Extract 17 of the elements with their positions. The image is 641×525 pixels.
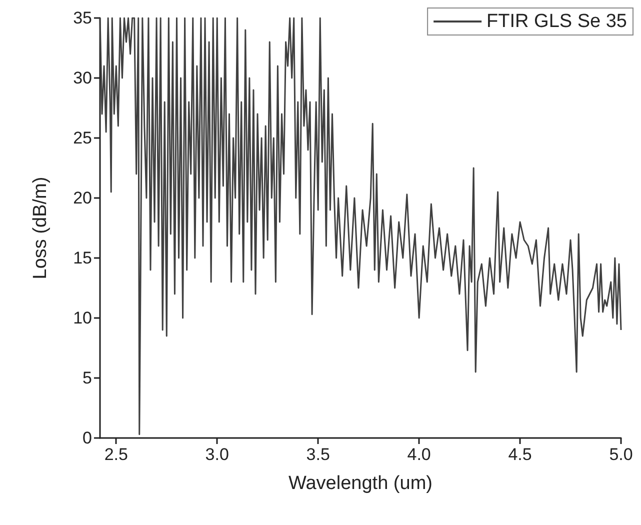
y-tick-label: 35: [73, 8, 92, 28]
y-tick-label: 25: [73, 128, 92, 148]
x-tick-label: 3.5: [306, 445, 330, 464]
x-tick-label: 2.5: [104, 445, 128, 464]
y-tick-label: 20: [73, 188, 92, 208]
y-tick-label: 15: [73, 248, 92, 268]
x-axis-title: Wavelength (um): [288, 473, 432, 494]
x-tick-label: 4.5: [508, 445, 532, 464]
x-tick-label: 3.0: [205, 445, 229, 464]
y-tick-label: 0: [82, 428, 92, 448]
x-tick-label: 5.0: [609, 445, 633, 464]
y-tick-label: 10: [73, 308, 92, 328]
y-axis-title: Loss (dB/m): [30, 176, 51, 280]
legend-label: FTIR GLS Se 35: [486, 11, 628, 32]
x-tick-label: 4.0: [407, 445, 431, 464]
y-tick-label: 5: [82, 368, 92, 388]
y-tick-label: 30: [73, 68, 92, 88]
